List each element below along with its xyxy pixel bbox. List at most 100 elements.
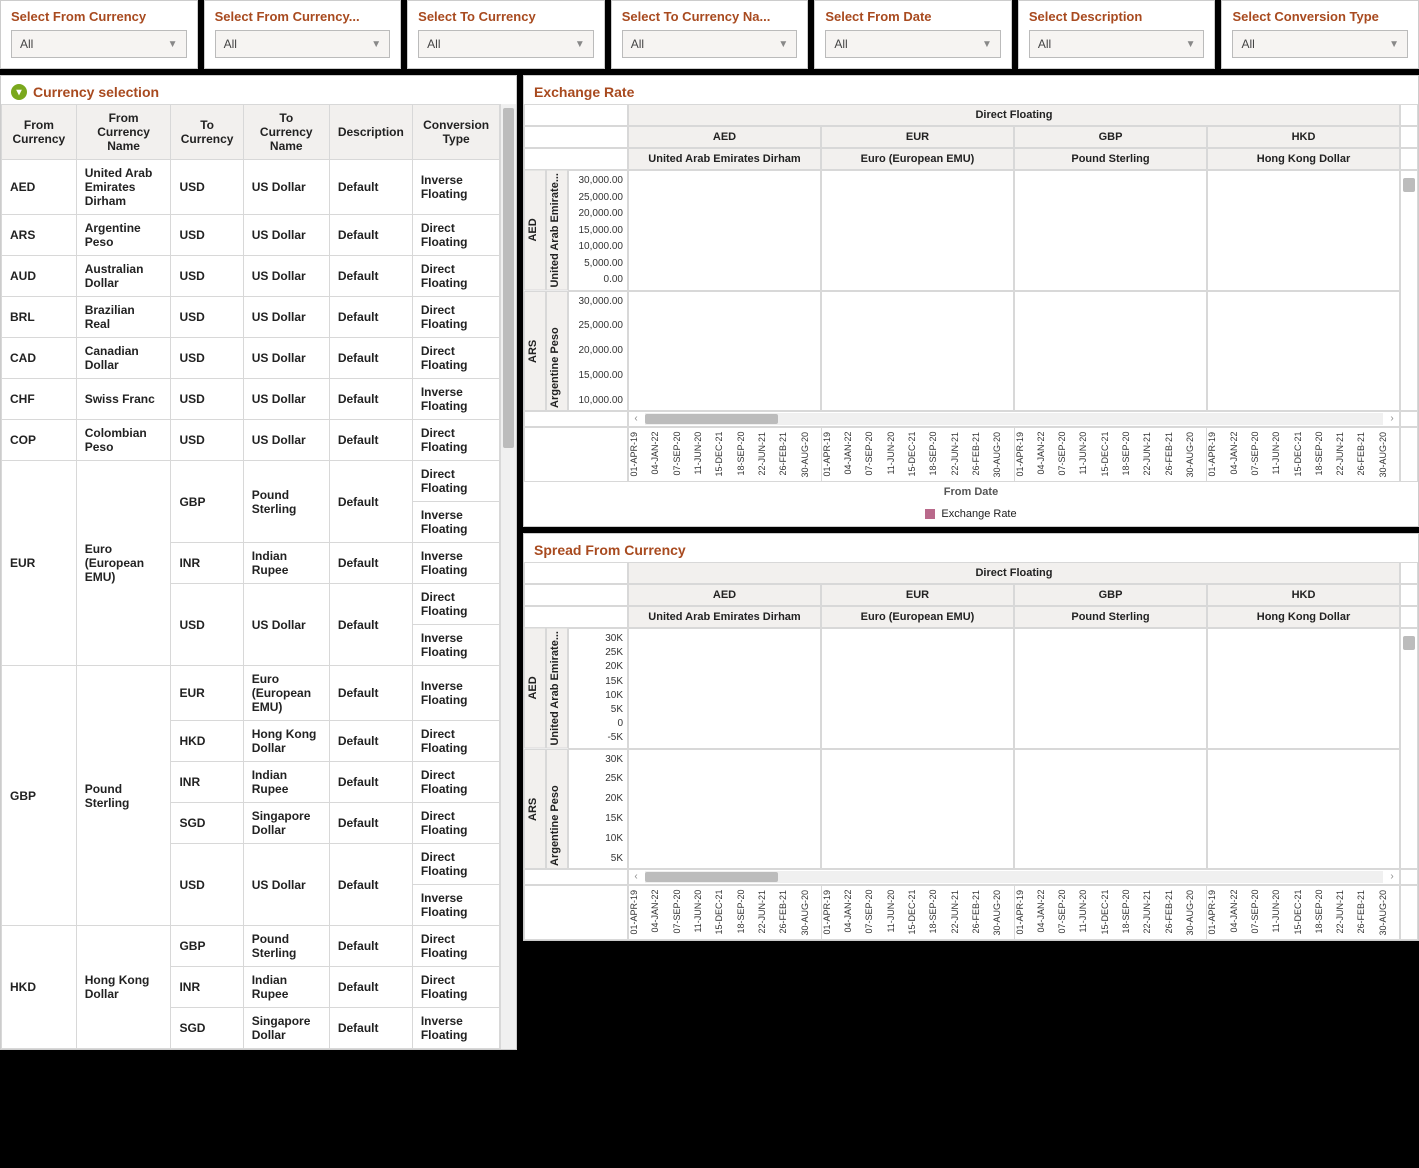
cell-description: Default <box>329 1008 412 1049</box>
cell-conversion-type: Direct Floating <box>412 338 500 379</box>
cell-to-currency-name: Singapore Dollar <box>243 803 329 844</box>
table-header[interactable]: To Currency Name <box>243 105 329 160</box>
table-row[interactable]: HKDHong Kong DollarGBPPound SterlingDefa… <box>2 926 500 967</box>
chart-col-code[interactable]: EUR <box>821 126 1014 148</box>
currency-table-vscroll[interactable] <box>500 104 516 1049</box>
xaxis-tick: 15-DEC-21 <box>1293 886 1314 940</box>
filter-select[interactable]: All ▼ <box>825 30 1001 58</box>
xaxis-tick: 11-JUN-20 <box>1078 428 1099 482</box>
chart-plot-area[interactable] <box>1014 628 1207 749</box>
filter-select[interactable]: All ▼ <box>622 30 798 58</box>
filter-select[interactable]: All ▼ <box>1029 30 1205 58</box>
chart-plot-area[interactable] <box>821 291 1014 411</box>
scroll-left-icon[interactable]: ‹ <box>629 413 643 424</box>
filter-title: Select Conversion Type <box>1232 9 1408 24</box>
chart-col-code[interactable]: HKD <box>1207 126 1400 148</box>
chart-col-code[interactable]: GBP <box>1014 584 1207 606</box>
cell-conversion-type: Inverse Floating <box>412 1008 500 1049</box>
scroll-left-icon[interactable]: ‹ <box>629 871 643 882</box>
chart-row-code[interactable]: AED <box>524 170 546 291</box>
chevron-down-icon: ▼ <box>1186 39 1196 50</box>
chart-plot-area[interactable] <box>628 628 821 749</box>
chart-plot-area[interactable] <box>628 291 821 411</box>
filter-card-3: Select To Currency Na... All ▼ <box>611 0 809 69</box>
xaxis-tick: 15-DEC-21 <box>1293 428 1314 482</box>
cell-to-currency-name: Pound Sterling <box>243 461 329 543</box>
xaxis-tick: 01-APR-19 <box>629 428 650 482</box>
chart-col-code[interactable]: EUR <box>821 584 1014 606</box>
table-row[interactable]: ARSArgentine PesoUSDUS DollarDefaultDire… <box>2 215 500 256</box>
xaxis-tick: 15-DEC-21 <box>907 428 928 482</box>
chart-col-code[interactable]: AED <box>628 584 821 606</box>
cell-to-currency: USD <box>171 215 243 256</box>
table-row[interactable]: AEDUnited Arab Emirates DirhamUSDUS Doll… <box>2 160 500 215</box>
currency-selection-title: ▾ Currency selection <box>1 76 516 104</box>
table-header[interactable]: From Currency Name <box>76 105 171 160</box>
chart-hscroll[interactable]: ‹ › <box>628 869 1400 885</box>
table-header[interactable]: Conversion Type <box>412 105 500 160</box>
filter-select[interactable]: All ▼ <box>1232 30 1408 58</box>
chart-plot-area[interactable] <box>1207 628 1400 749</box>
chart-plot-area[interactable] <box>1014 749 1207 869</box>
chart-row-name: United Arab Emirate... <box>546 628 568 749</box>
cell-to-currency-name: US Dollar <box>243 160 329 215</box>
chart-plot-area[interactable] <box>628 170 821 291</box>
cell-to-currency-name: Indian Rupee <box>243 967 329 1008</box>
xaxis-tick: 01-APR-19 <box>629 886 650 940</box>
chart-row-code[interactable]: ARS <box>524 749 546 869</box>
table-row[interactable]: EUREuro (European EMU)GBPPound SterlingD… <box>2 461 500 502</box>
xaxis-tick: 04-JAN-22 <box>1036 428 1057 482</box>
chart-hscroll[interactable]: ‹ › <box>628 411 1400 427</box>
filter-title: Select To Currency <box>418 9 594 24</box>
table-row[interactable]: CHFSwiss FrancUSDUS DollarDefaultInverse… <box>2 379 500 420</box>
cell-from-currency-name: Argentine Peso <box>76 215 171 256</box>
chart-plot-area[interactable] <box>1207 749 1400 869</box>
filter-select[interactable]: All ▼ <box>215 30 391 58</box>
chart-row-code[interactable]: AED <box>524 628 546 749</box>
cell-to-currency: USD <box>171 379 243 420</box>
table-header[interactable]: From Currency <box>2 105 77 160</box>
chart-plot-area[interactable] <box>821 628 1014 749</box>
chart-row-code[interactable]: ARS <box>524 291 546 411</box>
xaxis-tick: 11-JUN-20 <box>1271 428 1292 482</box>
currency-table[interactable]: From CurrencyFrom Currency NameTo Curren… <box>1 104 500 1049</box>
cell-to-currency-name: US Dollar <box>243 420 329 461</box>
cell-description: Default <box>329 844 412 926</box>
chart-plot-area[interactable] <box>821 749 1014 869</box>
chart-plot-area[interactable] <box>1207 291 1400 411</box>
table-row[interactable]: BRLBrazilian RealUSDUS DollarDefaultDire… <box>2 297 500 338</box>
xaxis-tick: 22-JUN-21 <box>1142 428 1163 482</box>
chart-col-code[interactable]: HKD <box>1207 584 1400 606</box>
filter-select[interactable]: All ▼ <box>11 30 187 58</box>
chart-plot-area[interactable] <box>821 170 1014 291</box>
exchange-xaxis-title: From Date <box>524 482 1418 502</box>
table-header[interactable]: To Currency <box>171 105 243 160</box>
table-header[interactable]: Description <box>329 105 412 160</box>
xaxis-tick: 26-FEB-21 <box>971 886 992 940</box>
chart-plot-area[interactable] <box>1014 291 1207 411</box>
chart-plot-area[interactable] <box>628 749 821 869</box>
xaxis-tick: 01-APR-19 <box>1207 428 1228 482</box>
filter-select[interactable]: All ▼ <box>418 30 594 58</box>
cell-to-currency: USD <box>171 160 243 215</box>
table-row[interactable]: COPColombian PesoUSDUS DollarDefaultDire… <box>2 420 500 461</box>
cell-conversion-type: Direct Floating <box>412 926 500 967</box>
chart-col-code[interactable]: AED <box>628 126 821 148</box>
cell-to-currency: USD <box>171 844 243 926</box>
table-row[interactable]: GBPPound SterlingEUREuro (European EMU)D… <box>2 666 500 721</box>
chart-vscroll[interactable] <box>1400 170 1418 411</box>
xaxis-tick: 18-SEP-20 <box>1121 886 1142 940</box>
chart-plot-area[interactable] <box>1014 170 1207 291</box>
cell-conversion-type: Direct Floating <box>412 215 500 256</box>
filter-value: All <box>834 37 847 51</box>
table-row[interactable]: CADCanadian DollarUSDUS DollarDefaultDir… <box>2 338 500 379</box>
chart-plot-area[interactable] <box>1207 170 1400 291</box>
chart-col-code[interactable]: GBP <box>1014 126 1207 148</box>
cell-from-currency-name: Euro (European EMU) <box>76 461 171 666</box>
xaxis-tick: 01-APR-19 <box>1015 886 1036 940</box>
scroll-right-icon[interactable]: › <box>1385 871 1399 882</box>
cell-description: Default <box>329 420 412 461</box>
scroll-right-icon[interactable]: › <box>1385 413 1399 424</box>
chart-vscroll[interactable] <box>1400 628 1418 869</box>
table-row[interactable]: AUDAustralian DollarUSDUS DollarDefaultD… <box>2 256 500 297</box>
